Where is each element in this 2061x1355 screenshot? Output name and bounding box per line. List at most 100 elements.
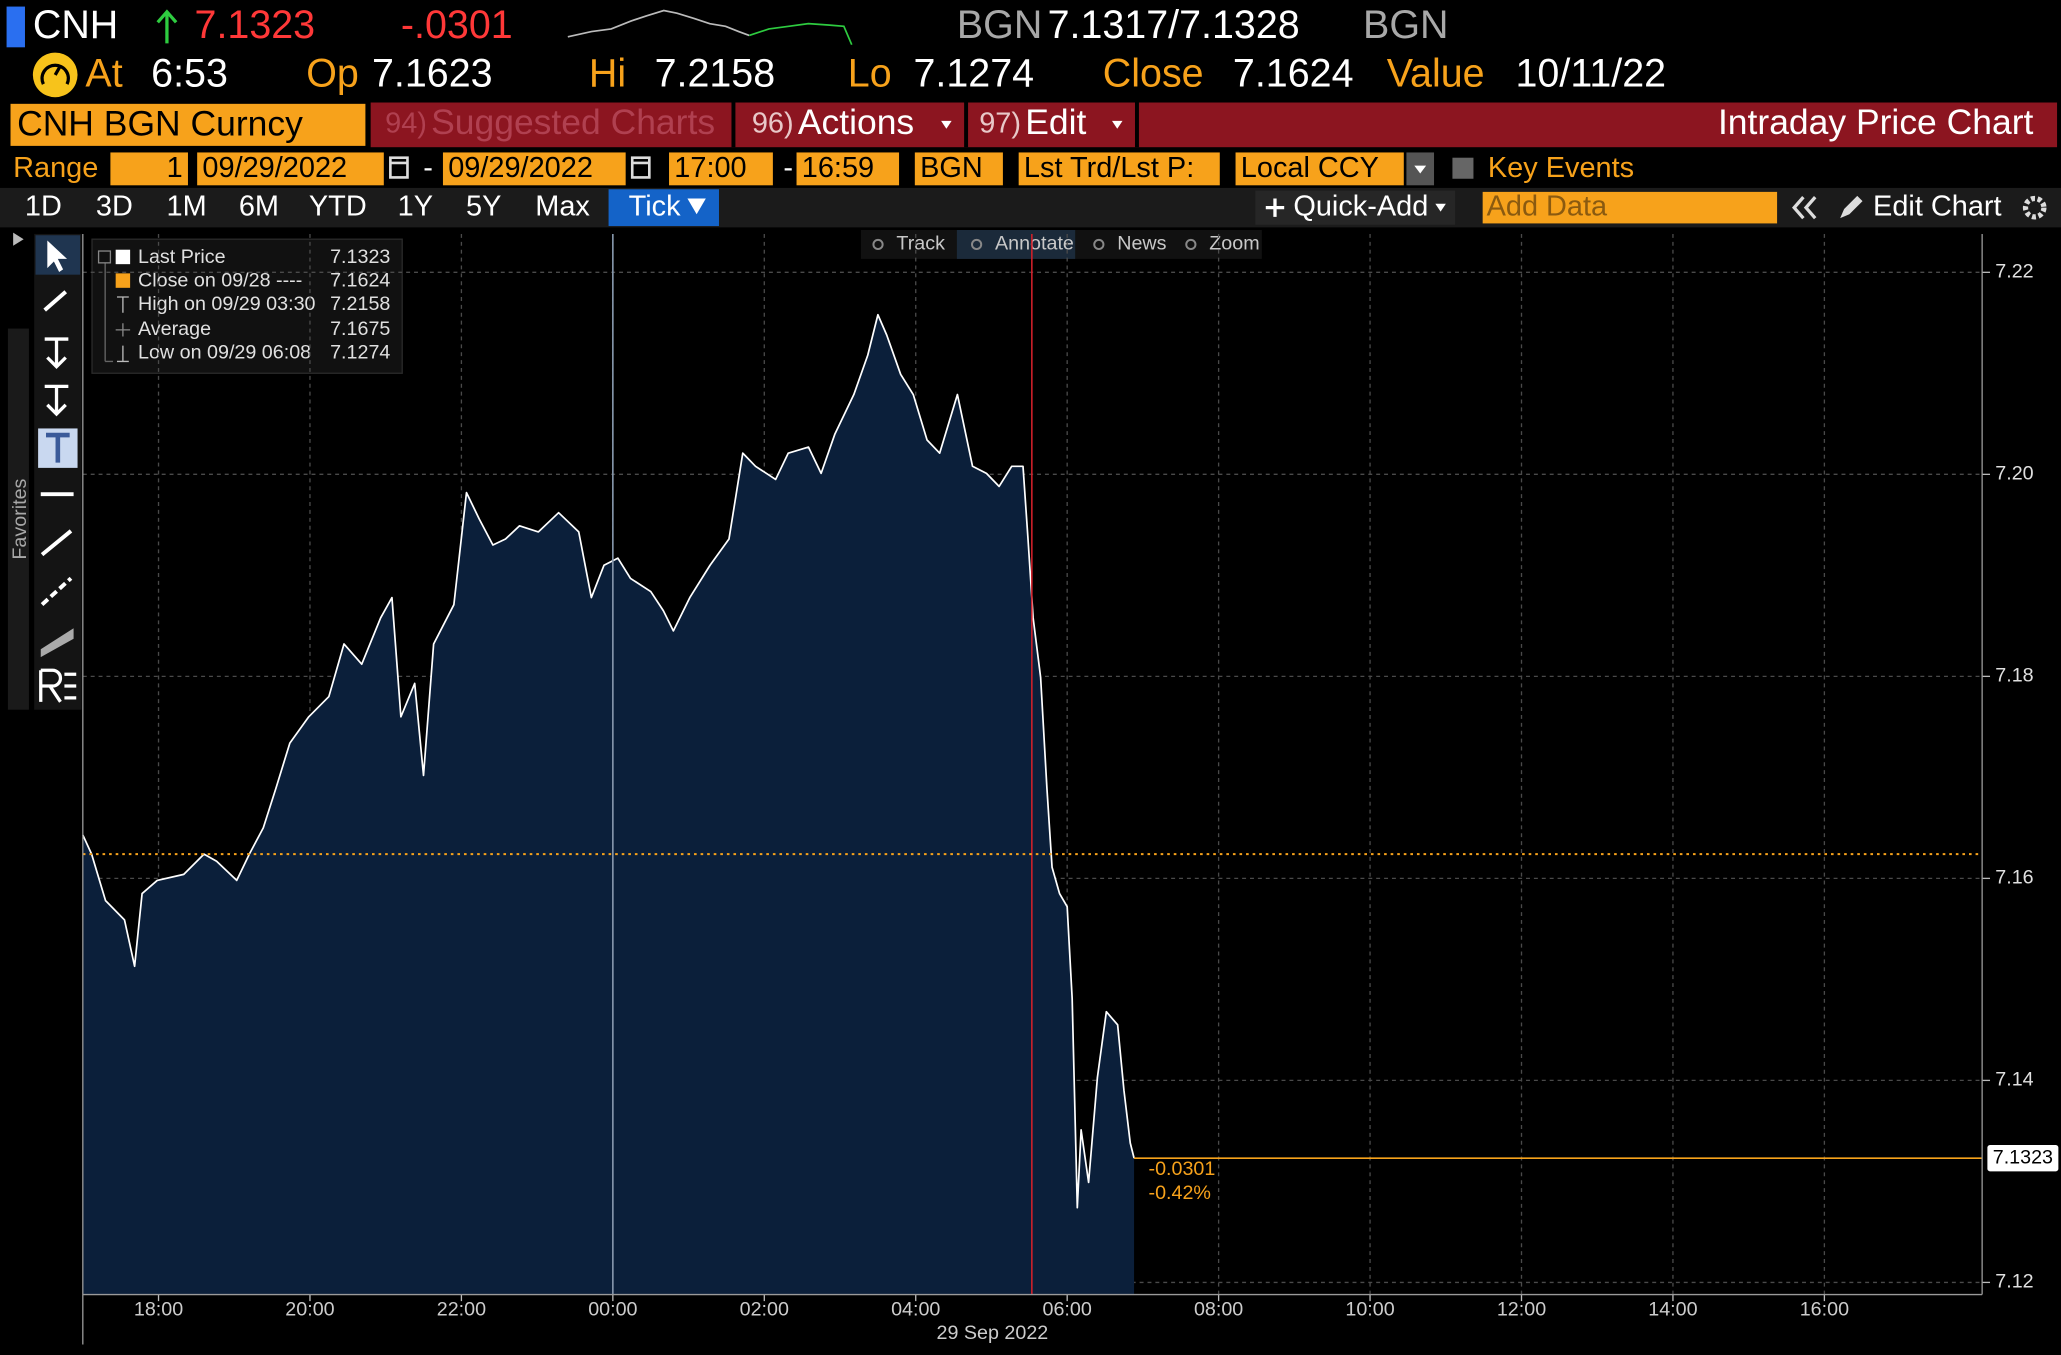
range-input[interactable] bbox=[1235, 152, 1404, 186]
legend: Last Price 7.1323 Close on 09/28 ---- 7.162… bbox=[97, 246, 390, 364]
clock-icon-hand bbox=[40, 63, 70, 85]
expand-icon[interactable] bbox=[13, 232, 24, 246]
range-input[interactable] bbox=[110, 152, 188, 186]
settings-icon[interactable] bbox=[2022, 195, 2047, 220]
calendar-icon[interactable] bbox=[389, 156, 409, 179]
range-input[interactable] bbox=[796, 152, 900, 186]
period-tab[interactable]: 1M bbox=[167, 190, 207, 222]
period-tab[interactable]: 1Y bbox=[398, 190, 433, 222]
legend-tree-toggle[interactable] bbox=[97, 250, 112, 264]
legend-symbol bbox=[115, 273, 131, 288]
menu-item[interactable]: Actions bbox=[798, 102, 914, 142]
change-annotation: -0.0301 bbox=[1149, 1158, 1216, 1180]
more-tools[interactable] bbox=[39, 668, 77, 703]
dropdown-icon bbox=[1111, 120, 1123, 129]
menu-item[interactable]: Edit bbox=[1025, 102, 1086, 142]
period-tab[interactable]: 6M bbox=[239, 190, 279, 222]
period-tab[interactable]: Max bbox=[535, 190, 590, 222]
menu-items: 94) Suggested Charts 96) Actions 97) Edit bbox=[385, 102, 1139, 148]
price-line bbox=[82, 313, 1135, 1209]
add-data-input[interactable] bbox=[1482, 191, 1778, 224]
x-tick-label: 22:00 bbox=[437, 1299, 486, 1321]
pen-tool[interactable] bbox=[43, 290, 68, 312]
edit-chart-button[interactable]: Edit Chart bbox=[1873, 190, 2002, 222]
period-tab[interactable]: 5Y bbox=[466, 190, 501, 222]
legend-value: 7.1624 bbox=[330, 269, 390, 291]
y-tick-label: 7.18 bbox=[1995, 665, 2033, 687]
x-tick-label: 04:00 bbox=[891, 1299, 940, 1321]
y-tick-label: 7.22 bbox=[1995, 261, 2033, 283]
active-tool-bg bbox=[956, 229, 1076, 259]
menu-item[interactable]: Suggested Charts bbox=[431, 102, 715, 142]
legend-box bbox=[91, 238, 403, 374]
x-tick-label: 16:00 bbox=[1800, 1299, 1849, 1321]
period-tab[interactable]: 1D bbox=[25, 190, 62, 222]
legend-value: 7.2158 bbox=[330, 293, 390, 315]
key-events-checkbox[interactable] bbox=[1452, 157, 1474, 179]
range-value: 09/29/2022 bbox=[202, 152, 347, 184]
active-tab[interactable]: Tick bbox=[629, 190, 681, 222]
sparkline-up bbox=[748, 22, 853, 46]
range-value: BGN bbox=[920, 152, 983, 184]
stat-value: 7.2158 bbox=[655, 52, 776, 96]
x-tick-label: 00:00 bbox=[588, 1299, 637, 1321]
trendline-tool[interactable] bbox=[40, 529, 73, 557]
key-events-label: Key Events bbox=[1488, 152, 1634, 184]
period-tab[interactable]: 3D bbox=[96, 190, 133, 222]
add-data-placeholder: Add Data bbox=[1487, 190, 1608, 222]
legend-symbol bbox=[116, 345, 129, 363]
legend-label: High on 09/29 03:30 bbox=[138, 293, 316, 315]
menu-bar bbox=[370, 102, 2058, 148]
legend-label: Average bbox=[138, 318, 211, 340]
range-value: 1 bbox=[167, 152, 183, 184]
security-marker bbox=[6, 6, 25, 48]
last-price-label: 7.1323 bbox=[1993, 1146, 2053, 1168]
security-box[interactable] bbox=[10, 103, 366, 146]
range-input[interactable] bbox=[442, 152, 626, 186]
tool-icon bbox=[1093, 238, 1105, 251]
legend-label: Last Price bbox=[138, 246, 226, 268]
stat-value: 7.1623 bbox=[372, 52, 493, 96]
function-title: Intraday Price Chart bbox=[1718, 102, 2034, 142]
stat-label: Value bbox=[1387, 52, 1485, 96]
range-dash: - bbox=[423, 152, 433, 184]
dropdown-icon bbox=[687, 198, 706, 215]
stat-label: At bbox=[85, 52, 122, 96]
up-arrow-icon bbox=[156, 9, 178, 44]
percent-tool[interactable] bbox=[44, 337, 69, 370]
pencil-icon bbox=[1840, 195, 1863, 219]
x-tick-label: 20:00 bbox=[285, 1299, 334, 1321]
tool-icon bbox=[872, 238, 884, 251]
period-tab[interactable]: YTD bbox=[309, 190, 367, 222]
quick-add-button[interactable] bbox=[1255, 190, 1456, 225]
range-value: Local CCY bbox=[1241, 152, 1379, 184]
x-tick-label: 02:00 bbox=[740, 1299, 789, 1321]
collapse-icon[interactable] bbox=[1791, 196, 1817, 220]
y-tick-label: 7.12 bbox=[1995, 1271, 2033, 1293]
range-input[interactable] bbox=[197, 152, 384, 186]
legend-value: 7.1323 bbox=[330, 246, 390, 268]
range-input[interactable] bbox=[914, 152, 1003, 186]
legend-symbol bbox=[116, 296, 129, 313]
dropdown-icon bbox=[1435, 203, 1446, 212]
calendar-icon[interactable] bbox=[630, 156, 651, 179]
chart-tool[interactable]: Zoom bbox=[1209, 233, 1259, 255]
chart-tool[interactable]: Track bbox=[896, 233, 945, 255]
range-dash: - bbox=[783, 152, 793, 184]
dollar-tool[interactable] bbox=[44, 384, 69, 417]
stat-value: 6:53 bbox=[151, 52, 228, 96]
tool-icon bbox=[1185, 238, 1197, 251]
channel-tool[interactable] bbox=[40, 628, 74, 658]
change-annotation: -0.42% bbox=[1149, 1182, 1211, 1204]
tool-icon bbox=[971, 238, 983, 251]
menu-number: 94) bbox=[385, 107, 427, 139]
favorites-tab[interactable] bbox=[7, 328, 29, 710]
x-tick-label: 06:00 bbox=[1043, 1299, 1092, 1321]
range-input[interactable] bbox=[669, 152, 773, 186]
dropdown-icon bbox=[1414, 165, 1427, 174]
chart-tool[interactable]: Annotate bbox=[995, 233, 1074, 255]
chart-tool[interactable]: News bbox=[1117, 233, 1166, 255]
plot-area: 7.12 7.14 7.16 7.18 7.20 7.22 18:00 20:00 22:00 0… bbox=[82, 233, 2059, 1345]
range-input[interactable] bbox=[1018, 152, 1220, 186]
sparkline bbox=[567, 9, 750, 38]
